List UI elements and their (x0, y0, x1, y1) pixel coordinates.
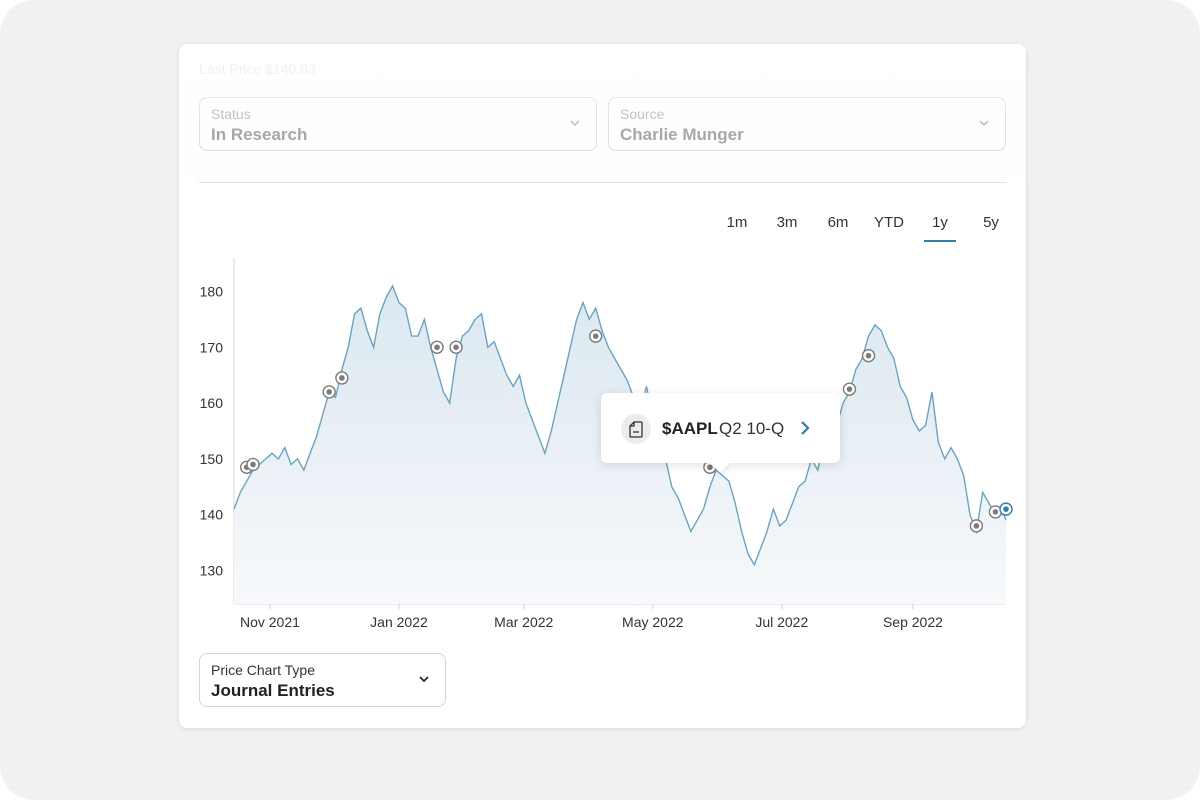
x-tick-label: Sep 2022 (883, 614, 943, 630)
chevron-down-icon (419, 676, 429, 683)
price-line (233, 284, 1007, 567)
range-6m[interactable]: 6m (827, 214, 849, 231)
y-tick-label: 130 (200, 563, 224, 579)
journal-entry-marker[interactable] (430, 340, 444, 354)
journal-entry-marker[interactable] (999, 502, 1013, 516)
journal-entry-marker[interactable] (842, 382, 857, 396)
x-tick-label: Jan 2022 (370, 614, 428, 630)
section-divider (199, 182, 1006, 183)
range-5y[interactable]: 5y (983, 214, 999, 231)
journal-entry-marker[interactable] (335, 371, 349, 385)
document-icon-badge (621, 414, 651, 444)
journal-entry-marker[interactable] (969, 519, 984, 533)
y-tick-label: 180 (200, 283, 224, 299)
chevron-right-icon[interactable] (799, 420, 811, 436)
journal-entry-marker[interactable] (861, 348, 876, 363)
x-tick-label: Jul 2022 (755, 614, 808, 630)
journal-entry-marker[interactable] (246, 457, 260, 472)
tooltip-ticker: $AAPL (662, 419, 718, 438)
journal-entry-tooltip[interactable]: $AAPL Q2 10-Q (601, 393, 840, 463)
x-tick-label: May 2022 (622, 614, 684, 630)
range-3m[interactable]: 3m (776, 214, 798, 231)
price-chart-type-select[interactable]: Price Chart Type Journal Entries (199, 653, 446, 707)
journal-entry-marker[interactable] (449, 340, 463, 354)
x-tick-label: Nov 2021 (240, 614, 300, 630)
journal-entry-marker[interactable] (322, 385, 336, 399)
y-tick-label: 170 (200, 339, 224, 355)
range-ytd[interactable]: YTD (874, 214, 904, 231)
y-tick-label: 140 (200, 507, 224, 523)
range-1y[interactable]: 1y (924, 214, 956, 242)
y-tick-label: 160 (200, 395, 224, 411)
price-chart-type-value: Journal Entries (211, 681, 335, 700)
x-tick-label: Mar 2022 (494, 614, 553, 630)
range-1m[interactable]: 1m (726, 214, 748, 231)
tooltip-event: Q2 10-Q (719, 419, 785, 438)
price-chart: 130 140 150 160 170 180 Nov 2021 Jan 2022 Mar 20… (200, 258, 1013, 630)
journal-entry-marker[interactable] (988, 505, 1003, 519)
journal-entry-marker[interactable] (588, 329, 603, 343)
price-chart-type-label: Price Chart Type (211, 662, 316, 678)
price-chart-card: Last Price $140.83 Status In Research So… (179, 44, 1026, 728)
document-icon (629, 421, 643, 438)
y-tick-label: 150 (200, 451, 224, 467)
